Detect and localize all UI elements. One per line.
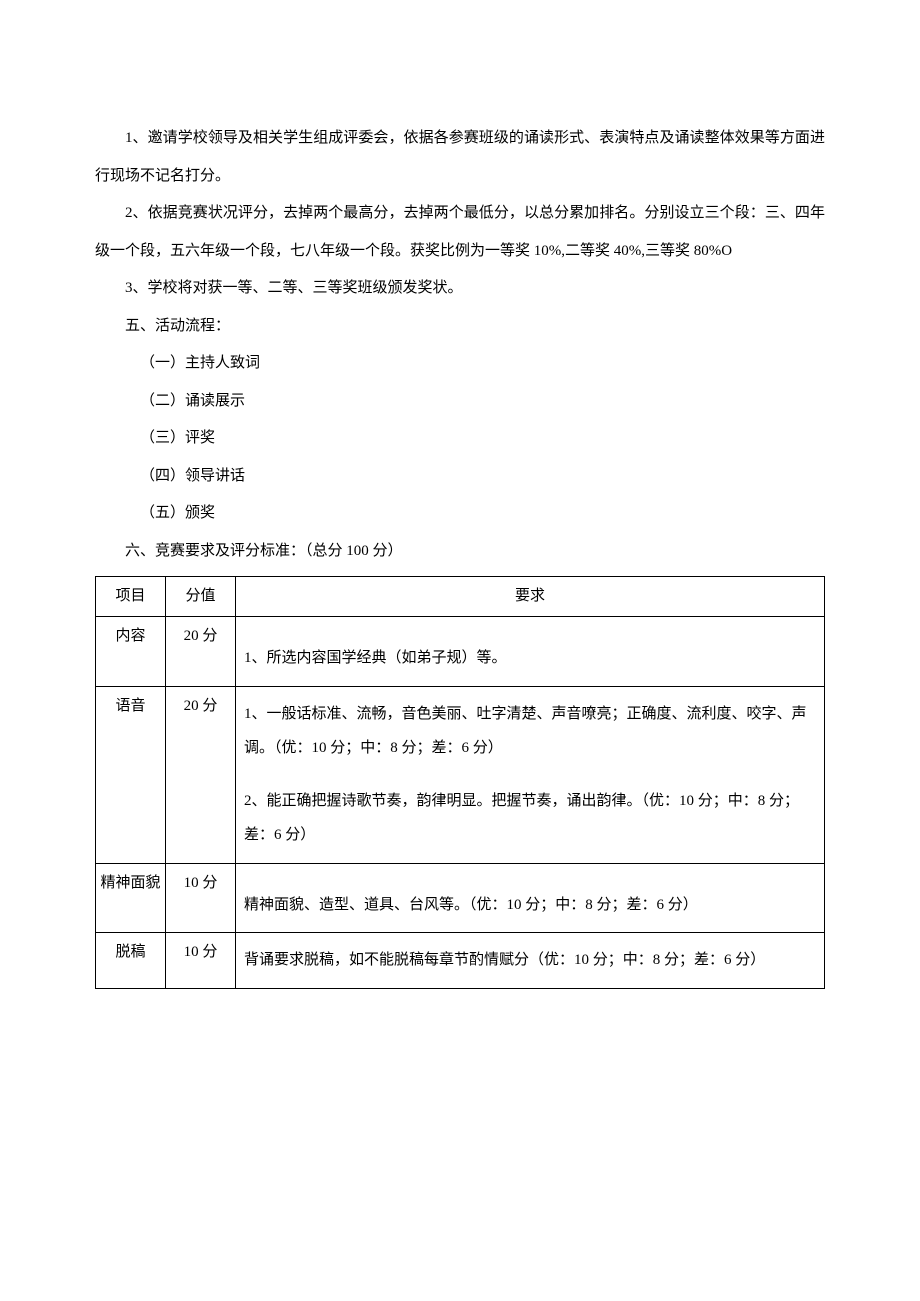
header-score: 分值 xyxy=(166,577,236,617)
row-item: 语音 xyxy=(96,686,166,863)
row-requirement: 1、一般话标准、流畅，音色美丽、吐字清楚、声音嘹亮；正确度、流利度、咬字、声调。… xyxy=(236,686,825,863)
row-score: 20 分 xyxy=(166,686,236,863)
paragraph-1: 1、邀请学校领导及相关学生组成评委会，依据各参赛班级的诵读形式、表演特点及诵读整… xyxy=(95,120,825,195)
table-header-row: 项目 分值 要求 xyxy=(96,577,825,617)
row-requirement: 背诵要求脱稿，如不能脱稿每章节酌情赋分（优：10 分；中：8 分；差：6 分） xyxy=(236,933,825,989)
req-text: 精神面貌、造型、道具、台风等。（优：10 分；中：8 分；差：6 分） xyxy=(244,888,816,923)
section-6-heading: 六、竞赛要求及评分标准：（总分 100 分） xyxy=(95,533,825,571)
row-score: 10 分 xyxy=(166,933,236,989)
table-row: 脱稿 10 分 背诵要求脱稿，如不能脱稿每章节酌情赋分（优：10 分；中：8 分… xyxy=(96,933,825,989)
flow-item-4: （四）领导讲话 xyxy=(95,458,825,496)
section-5-heading: 五、活动流程： xyxy=(95,308,825,346)
row-requirement: 精神面貌、造型、道具、台风等。（优：10 分；中：8 分；差：6 分） xyxy=(236,863,825,933)
req-text: 背诵要求脱稿，如不能脱稿每章节酌情赋分（优：10 分；中：8 分；差：6 分） xyxy=(244,943,816,978)
row-item: 精神面貌 xyxy=(96,863,166,933)
header-requirement: 要求 xyxy=(236,577,825,617)
paragraph-3: 3、学校将对获一等、二等、三等奖班级颁发奖状。 xyxy=(95,270,825,308)
flow-item-3: （三）评奖 xyxy=(95,420,825,458)
req-text: 1、一般话标准、流畅，音色美丽、吐字清楚、声音嘹亮；正确度、流利度、咬字、声调。… xyxy=(244,697,816,766)
flow-item-2: （二）诵读展示 xyxy=(95,383,825,421)
table-row: 语音 20 分 1、一般话标准、流畅，音色美丽、吐字清楚、声音嘹亮；正确度、流利… xyxy=(96,686,825,863)
req-text: 2、能正确把握诗歌节奏，韵律明显。把握节奏，诵出韵律。（优：10 分；中：8 分… xyxy=(244,784,816,853)
row-score: 20 分 xyxy=(166,617,236,687)
scoring-table: 项目 分值 要求 内容 20 分 1、所选内容国学经典（如弟子规）等。 语音 2… xyxy=(95,576,825,989)
header-item: 项目 xyxy=(96,577,166,617)
table-row: 内容 20 分 1、所选内容国学经典（如弟子规）等。 xyxy=(96,617,825,687)
row-item: 内容 xyxy=(96,617,166,687)
row-item: 脱稿 xyxy=(96,933,166,989)
req-text: 1、所选内容国学经典（如弟子规）等。 xyxy=(244,641,816,676)
paragraph-2: 2、依据竞赛状况评分，去掉两个最高分，去掉两个最低分，以总分累加排名。分别设立三… xyxy=(95,195,825,270)
row-requirement: 1、所选内容国学经典（如弟子规）等。 xyxy=(236,617,825,687)
table-row: 精神面貌 10 分 精神面貌、造型、道具、台风等。（优：10 分；中：8 分；差… xyxy=(96,863,825,933)
flow-item-5: （五）颁奖 xyxy=(95,495,825,533)
row-score: 10 分 xyxy=(166,863,236,933)
flow-item-1: （一）主持人致词 xyxy=(95,345,825,383)
